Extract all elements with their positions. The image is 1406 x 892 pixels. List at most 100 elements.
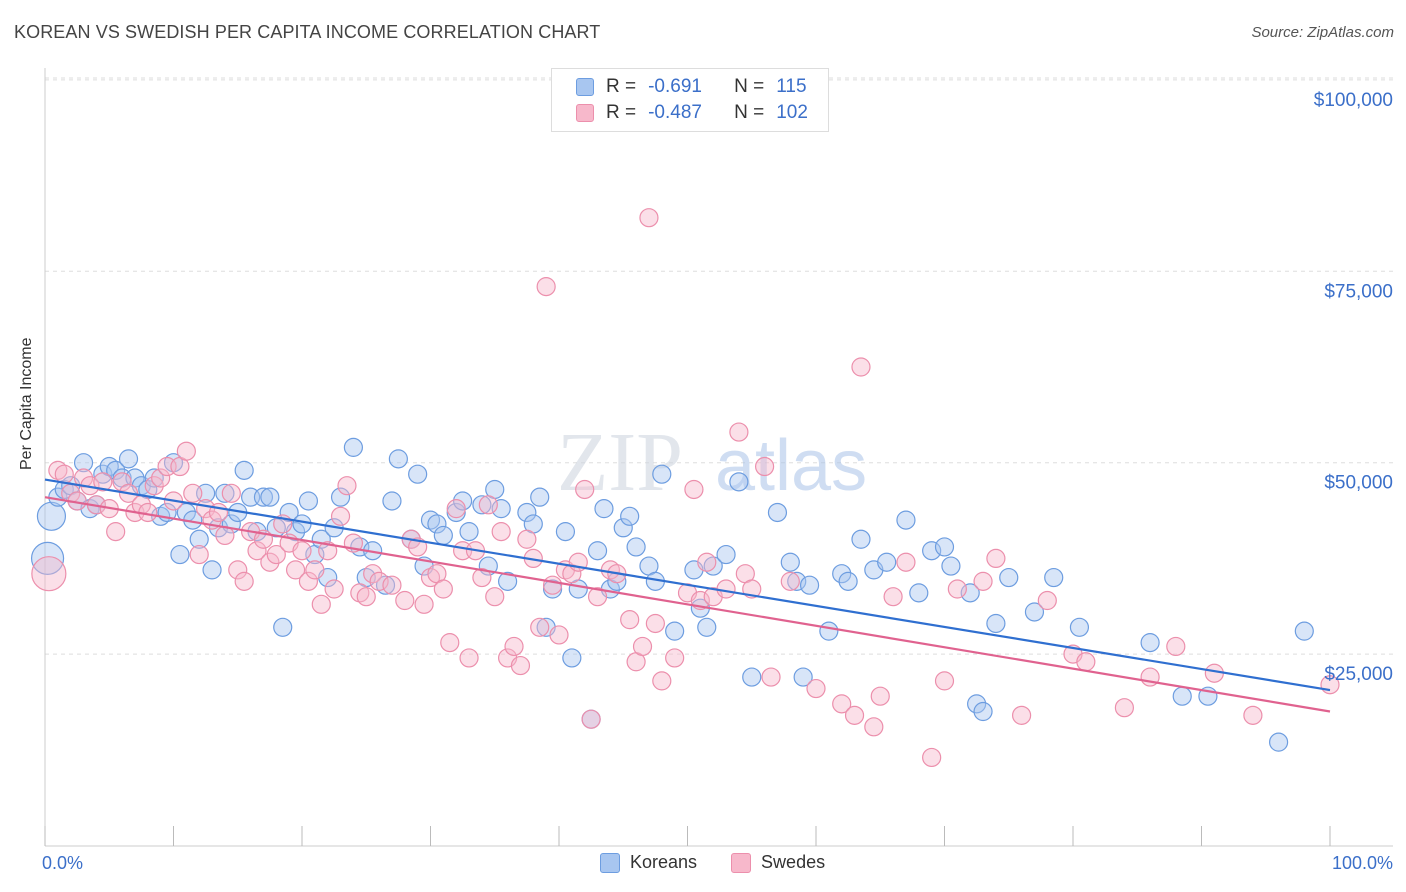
koreans-point bbox=[909, 583, 929, 603]
koreans-point bbox=[838, 571, 858, 591]
koreans-point bbox=[780, 552, 800, 572]
swedes-swatch bbox=[576, 104, 594, 122]
koreans-point bbox=[453, 491, 473, 511]
r-label: R = bbox=[606, 102, 637, 123]
koreans-point bbox=[626, 537, 646, 557]
swedes-point bbox=[31, 556, 67, 592]
koreans-point bbox=[562, 648, 582, 668]
koreans-point bbox=[742, 667, 762, 687]
swedes-point bbox=[870, 686, 890, 706]
koreans-point bbox=[498, 571, 518, 591]
swedes-point bbox=[652, 671, 672, 691]
source-label: Source: ZipAtlas.com bbox=[1251, 24, 1394, 41]
koreans-point bbox=[1140, 633, 1160, 653]
koreans-point bbox=[819, 621, 839, 641]
y-tick-label: $25,000 bbox=[1324, 664, 1393, 685]
koreans-point bbox=[1294, 621, 1314, 641]
koreans-point bbox=[260, 487, 280, 507]
swedes-point bbox=[780, 571, 800, 591]
swedes-point bbox=[266, 544, 286, 565]
swedes-point bbox=[517, 529, 537, 549]
x-tick-label-max: 100.0% bbox=[1332, 853, 1393, 873]
swedes-point bbox=[382, 575, 402, 595]
tick-labels: $25,000 $50,000 $75,000 $100,000 0.0% 100.0% bbox=[42, 90, 1393, 873]
swedes-point bbox=[292, 541, 312, 561]
koreans-swatch bbox=[600, 852, 620, 873]
koreans-point bbox=[967, 694, 987, 714]
swedes-point bbox=[221, 483, 241, 503]
swedes-point bbox=[440, 633, 460, 653]
swedes-point bbox=[1114, 698, 1135, 718]
legend-label-koreans: Koreans bbox=[630, 852, 698, 872]
swedes-point bbox=[472, 567, 492, 588]
koreans-point bbox=[106, 460, 126, 480]
koreans-point bbox=[960, 583, 980, 603]
trend-lines bbox=[44, 478, 1331, 713]
koreans-point bbox=[1024, 602, 1045, 622]
koreans-point bbox=[530, 487, 550, 507]
swedes-point bbox=[298, 571, 319, 591]
swedes-point bbox=[896, 552, 916, 572]
x-tick-label-min: 0.0% bbox=[42, 853, 83, 873]
koreans-point bbox=[298, 491, 319, 511]
koreans-point bbox=[408, 464, 428, 484]
swedes-trend-line bbox=[44, 496, 1331, 713]
data-points bbox=[30, 208, 1340, 768]
koreans-point bbox=[330, 487, 351, 507]
swedes-point bbox=[369, 571, 389, 591]
swedes-point bbox=[587, 587, 608, 607]
koreans-point bbox=[427, 514, 447, 534]
legend-row-koreans: R = -0.691 N = 115 bbox=[576, 74, 807, 100]
n-label: N = bbox=[734, 76, 765, 97]
koreans-point bbox=[934, 537, 955, 557]
swedes-point bbox=[639, 208, 659, 228]
koreans-point bbox=[36, 501, 67, 531]
legend-label-swedes: Swedes bbox=[761, 852, 826, 872]
swedes-point bbox=[530, 617, 550, 637]
swedes-point bbox=[632, 636, 653, 657]
swedes-point bbox=[54, 464, 74, 484]
swedes-point bbox=[363, 564, 383, 584]
legend-item-swedes[interactable]: Swedes bbox=[731, 852, 825, 873]
swedes-point bbox=[504, 636, 524, 657]
koreans-point bbox=[73, 453, 94, 473]
swedes-point bbox=[234, 571, 254, 591]
swedes-point bbox=[285, 560, 306, 580]
y-tick-label: $50,000 bbox=[1324, 473, 1393, 494]
chart-title: KOREAN VS SWEDISH PER CAPITA INCOME CORR… bbox=[14, 22, 601, 42]
series-legend: Koreans Swedes bbox=[600, 852, 859, 873]
correlation-legend: R = -0.691 N = 115 R = -0.487 N = 102 bbox=[551, 68, 829, 132]
koreans-point bbox=[620, 506, 640, 526]
swedes-point bbox=[356, 587, 376, 607]
koreans-point bbox=[793, 667, 813, 687]
watermark: ZIP atlas bbox=[557, 416, 867, 509]
n-value: 102 bbox=[776, 102, 808, 123]
koreans-point bbox=[292, 514, 312, 534]
swedes-point bbox=[73, 468, 94, 488]
swedes-point bbox=[183, 483, 203, 503]
koreans-point bbox=[986, 613, 1006, 634]
swedes-point bbox=[684, 479, 704, 500]
swedes-point bbox=[446, 499, 466, 519]
r-label: R = bbox=[606, 76, 637, 97]
koreans-swatch bbox=[576, 78, 594, 96]
swedes-point bbox=[986, 548, 1006, 569]
koreans-point bbox=[922, 541, 942, 561]
legend-item-koreans[interactable]: Koreans bbox=[600, 852, 697, 873]
koreans-point bbox=[716, 544, 736, 565]
swedes-point bbox=[754, 456, 775, 477]
swedes-point bbox=[260, 552, 280, 572]
koreans-trend-line bbox=[44, 478, 1331, 692]
swedes-point bbox=[144, 476, 164, 496]
swedes-point bbox=[330, 506, 351, 526]
koreans-point bbox=[144, 468, 164, 488]
swedes-point bbox=[761, 667, 781, 687]
swedes-point bbox=[729, 422, 749, 442]
swedes-point bbox=[1037, 590, 1057, 611]
koreans-point bbox=[93, 464, 113, 484]
swedes-point bbox=[510, 655, 531, 676]
koreans-point bbox=[1044, 567, 1064, 588]
swedes-point bbox=[478, 495, 498, 515]
koreans-point bbox=[273, 617, 293, 637]
